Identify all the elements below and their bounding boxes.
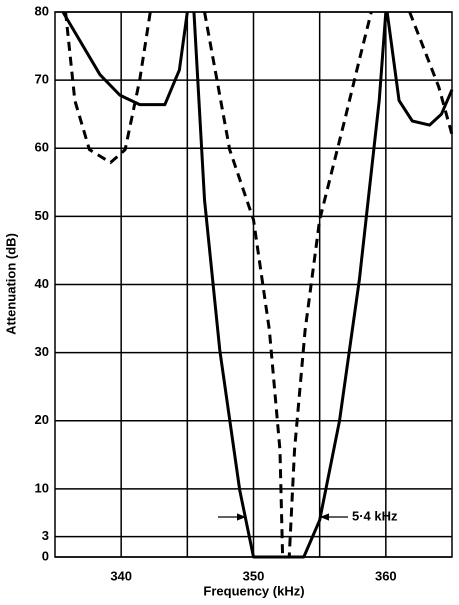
y-axis-label: Attenuation (dB) [3, 233, 18, 335]
y-tick-label: 10 [35, 480, 49, 495]
y-tick-label: 50 [35, 208, 49, 223]
y-tick-label: 3 [42, 528, 49, 543]
series-line [61, 11, 454, 559]
series-line [64, 11, 454, 559]
y-tick-label: 70 [35, 72, 49, 87]
y-tick-label: 0 [42, 548, 49, 563]
annotation: 5·4 kHz [352, 508, 398, 523]
y-tick-label: 20 [35, 412, 49, 427]
y-tick-label: 60 [35, 140, 49, 155]
x-tick-label: 340 [110, 568, 132, 583]
x-tick-label: 350 [243, 568, 265, 583]
y-tick-label: 40 [35, 276, 49, 291]
y-tick-label: 30 [35, 344, 49, 359]
x-axis-label: Frequency (kHz) [203, 583, 304, 598]
x-tick-label: 360 [375, 568, 397, 583]
y-tick-label: 80 [35, 3, 49, 18]
